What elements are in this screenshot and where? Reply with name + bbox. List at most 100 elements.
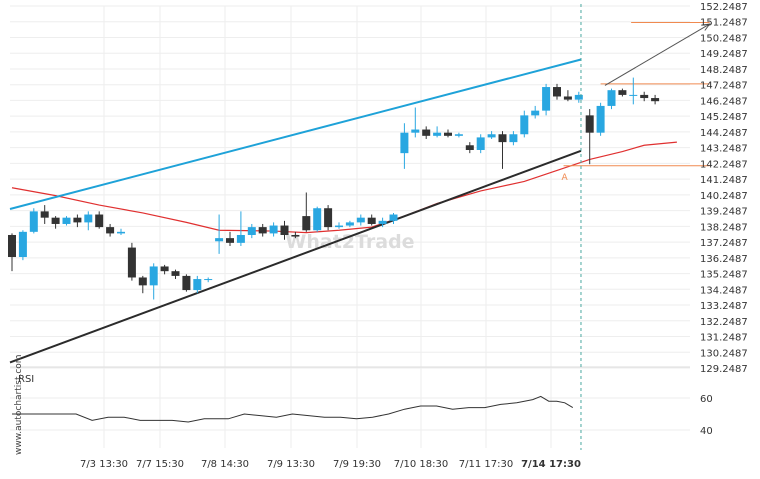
candle-body [400, 132, 409, 154]
candle-body [553, 87, 561, 97]
price-tick-label: 134.2487 [700, 285, 748, 296]
candle-body [585, 115, 594, 133]
price-tick-label: 136.2487 [700, 254, 748, 265]
candle-body [607, 90, 616, 106]
price-tick-label: 150.2487 [700, 33, 748, 44]
candle-body [51, 217, 60, 224]
pattern-point-label: A [562, 173, 569, 183]
candle-body [117, 231, 125, 234]
candle-body [8, 234, 16, 258]
candle-body [62, 217, 71, 224]
resistance-line [9, 58, 582, 210]
time-tick-label: 7/10 18:30 [394, 459, 448, 470]
price-tick-label: 141.2487 [700, 175, 748, 186]
candle-body [149, 266, 158, 286]
candle-body [226, 238, 234, 243]
candle-body [302, 216, 311, 231]
price-tick-label: 137.2487 [700, 238, 748, 249]
candle-body [422, 129, 431, 136]
price-tick-label: 145.2487 [700, 112, 748, 123]
price-tick-label: 135.2487 [700, 270, 748, 281]
candle-body [193, 279, 202, 291]
price-tick-label: 132.2487 [700, 317, 748, 328]
rsi-tick-label: 60 [700, 394, 713, 405]
price-tick-label: 146.2487 [700, 96, 748, 107]
candle-body [520, 115, 529, 135]
price-tick-label: 147.2487 [700, 81, 748, 92]
price-tick-label: 144.2487 [700, 128, 748, 139]
time-tick-label: 7/3 13:30 [80, 459, 128, 470]
candle-body [84, 214, 93, 223]
candle-body [73, 217, 82, 223]
price-tick-label: 130.2487 [700, 348, 748, 359]
candle-body [106, 227, 115, 234]
candle-body [574, 94, 583, 100]
price-tick-label: 148.2487 [700, 65, 748, 76]
candle-body [640, 94, 649, 99]
candle-body [356, 217, 365, 223]
candle-body [411, 129, 420, 133]
candle-body [204, 279, 213, 281]
ma-line [11, 141, 677, 234]
candle-body [236, 234, 245, 243]
side-watermark: www.autochartist.com [14, 354, 24, 455]
candle-body [345, 222, 354, 226]
time-tick-label: 7/8 14:30 [201, 459, 249, 470]
candle-body [324, 208, 333, 228]
rsi-label: RSI [18, 374, 34, 385]
candle-body [280, 225, 289, 235]
moving-average [11, 141, 677, 234]
price-tick-label: 143.2487 [700, 144, 748, 155]
candle-body [247, 227, 256, 235]
candle-body [182, 275, 191, 291]
candle-body [454, 134, 463, 136]
time-tick-label: 7/14 17:30 [521, 459, 581, 470]
price-levels: A [562, 22, 711, 183]
projection-arrow [604, 23, 710, 86]
candle-body [465, 145, 474, 150]
candle-body [160, 266, 169, 272]
candle-body [563, 96, 572, 100]
price-tick-label: 140.2487 [700, 191, 748, 202]
price-tick-label: 139.2487 [700, 207, 748, 218]
candle-body [313, 208, 322, 231]
candle-body [335, 225, 343, 228]
rsi-panel [10, 366, 690, 431]
candle-body [18, 231, 27, 258]
price-tick-label: 151.2487 [700, 18, 748, 29]
candle-body [29, 211, 38, 232]
price-tick-label: 138.2487 [700, 222, 748, 233]
candle-body [531, 110, 540, 116]
price-tick-label: 142.2487 [700, 159, 748, 170]
candle-body [542, 87, 551, 111]
candle-body [269, 225, 278, 234]
candle-body [367, 217, 376, 224]
candle-body [509, 134, 518, 143]
time-tick-label: 7/9 13:30 [267, 459, 315, 470]
candle-body [215, 238, 224, 242]
candle-body [95, 214, 104, 228]
projection-arrowhead [701, 23, 711, 31]
candle-body [629, 94, 638, 96]
candle-body [444, 132, 452, 136]
price-tick-label: 129.2487 [700, 364, 748, 375]
rsi-tick-label: 40 [700, 426, 713, 437]
channel-lines [9, 58, 582, 364]
candle-body [258, 227, 267, 234]
candle-body [596, 105, 605, 133]
candle-body [618, 90, 627, 95]
candle-body [651, 98, 660, 102]
price-tick-label: 149.2487 [700, 49, 748, 60]
axes: 152.2487 151.2487 150.2487 149.2487 148.2487… [80, 2, 748, 470]
watermark: What2Trade [285, 231, 414, 253]
candle-body [433, 132, 442, 136]
candle-body [138, 277, 147, 286]
candle-body [291, 234, 300, 237]
candle-body [171, 271, 180, 276]
candle-body [127, 247, 136, 278]
time-tick-label: 7/9 19:30 [333, 459, 381, 470]
price-tick-label: 152.2487 [700, 2, 748, 13]
candle-body [487, 134, 496, 138]
rsi-line [12, 395, 574, 423]
